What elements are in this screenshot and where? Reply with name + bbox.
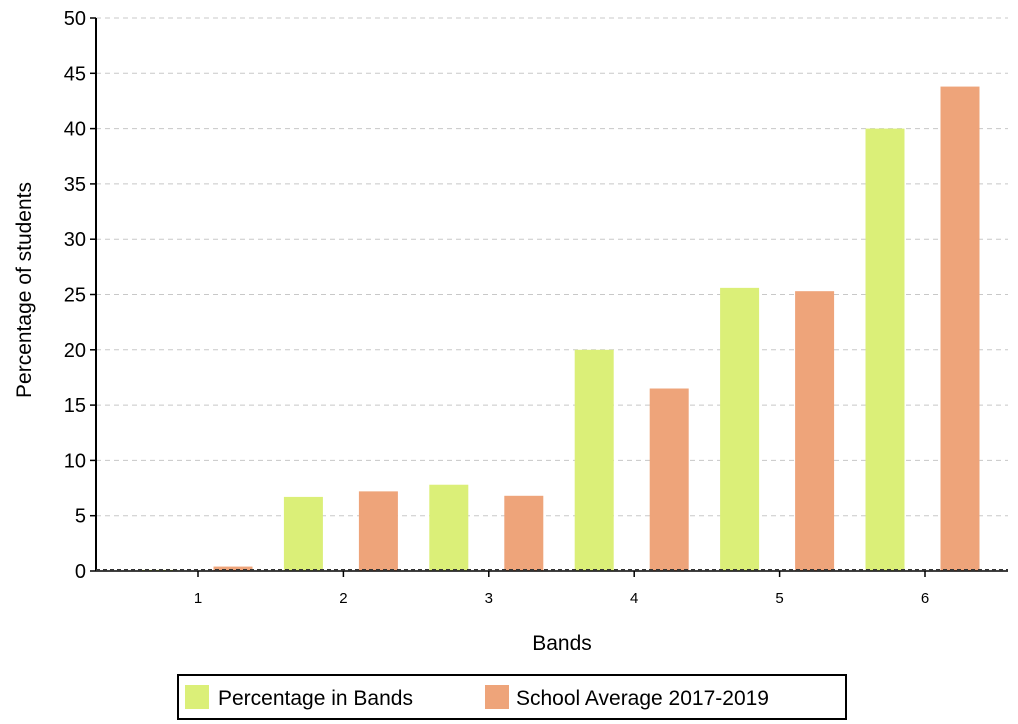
- x-axis-ticks: 1 2 3 4 5 6: [194, 571, 929, 607]
- y-axis-title: Percentage of students: [13, 182, 36, 398]
- bar-percentage-in-bands-band-3: [429, 484, 469, 571]
- bar-percentage-in-bands-band-6: [865, 128, 905, 571]
- bar-school-average-band-6: [940, 86, 980, 572]
- legend-swatch-percentage-in-bands: [185, 685, 209, 709]
- x-tick-label: 4: [630, 590, 638, 607]
- y-tick-label: 5: [75, 506, 86, 528]
- bar-school-average-band-1: [213, 566, 253, 571]
- y-axis-ticks: 0 5 10 15 20 25 30 35 40 45 50: [64, 8, 96, 583]
- x-tick-label: 6: [921, 590, 929, 607]
- y-tick-label: 20: [64, 340, 86, 362]
- y-tick-label: 15: [64, 395, 86, 417]
- legend-label-school-average: School Average 2017-2019: [516, 687, 769, 710]
- bar-school-average-band-2: [358, 491, 398, 571]
- bar-school-average-band-5: [795, 291, 835, 571]
- bar-school-average-band-4: [649, 388, 689, 571]
- legend: Percentage in Bands School Average 2017-…: [177, 674, 847, 720]
- x-tick-label: 5: [775, 590, 783, 607]
- bar-percentage-in-bands-band-5: [720, 287, 760, 571]
- x-tick-label: 2: [339, 590, 347, 607]
- x-tick-label: 1: [194, 590, 202, 607]
- y-tick-label: 10: [64, 450, 86, 472]
- legend-label-percentage-in-bands: Percentage in Bands: [218, 687, 413, 710]
- bar-percentage-in-bands-band-2: [283, 496, 323, 571]
- legend-box: [177, 674, 847, 720]
- gridlines: [96, 17, 1008, 517]
- bars: [138, 86, 980, 572]
- bar-percentage-in-bands-band-4: [574, 349, 614, 571]
- x-tick-label: 3: [485, 590, 493, 607]
- y-tick-label: 25: [64, 285, 86, 307]
- bar-school-average-band-3: [504, 495, 544, 571]
- y-tick-label: 40: [64, 119, 86, 141]
- y-tick-label: 30: [64, 229, 86, 251]
- y-tick-label: 50: [64, 8, 86, 30]
- x-axis-title: Bands: [532, 632, 592, 655]
- y-tick-label: 0: [75, 561, 86, 583]
- y-tick-label: 45: [64, 63, 86, 85]
- y-tick-label: 35: [64, 174, 86, 196]
- legend-swatch-school-average: [485, 685, 509, 709]
